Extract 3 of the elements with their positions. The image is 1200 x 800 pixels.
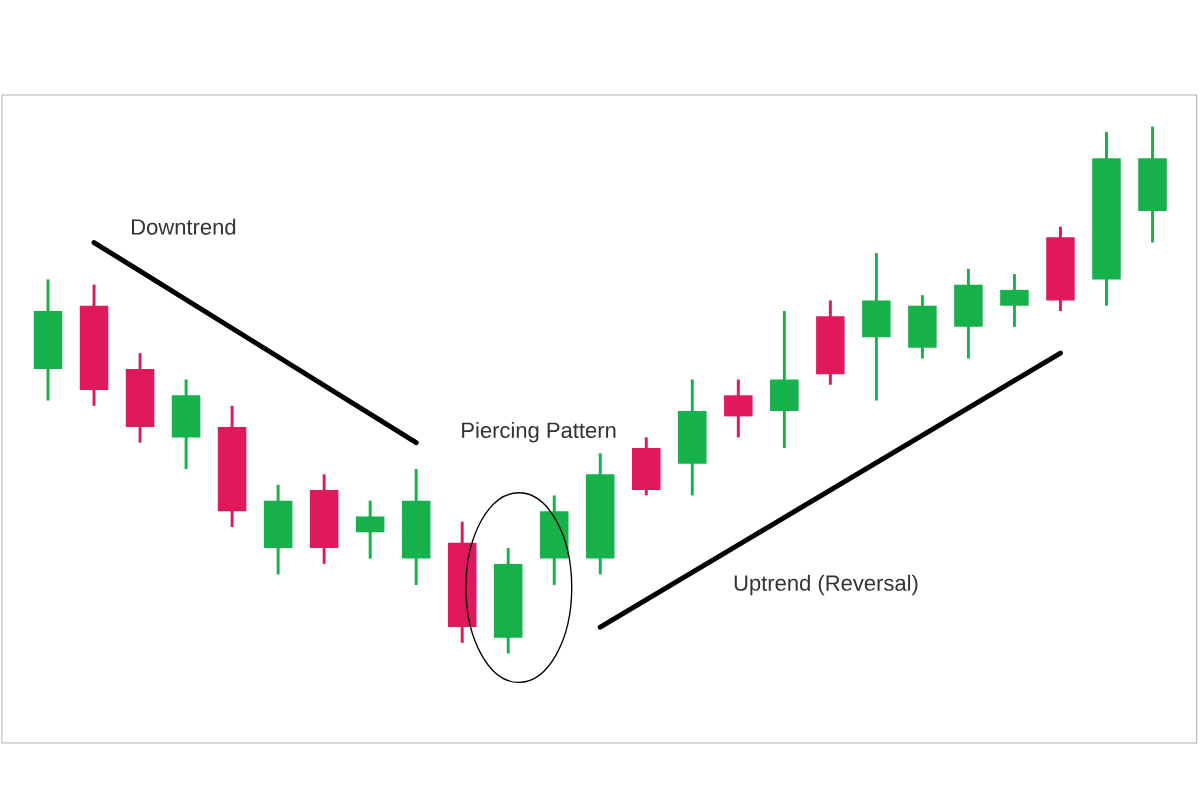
annotation: Downtrend: [132, 218, 236, 235]
annotation: Uptrend (Reversal): [734, 574, 918, 596]
annotation: Piercing Pattern: [462, 421, 616, 443]
